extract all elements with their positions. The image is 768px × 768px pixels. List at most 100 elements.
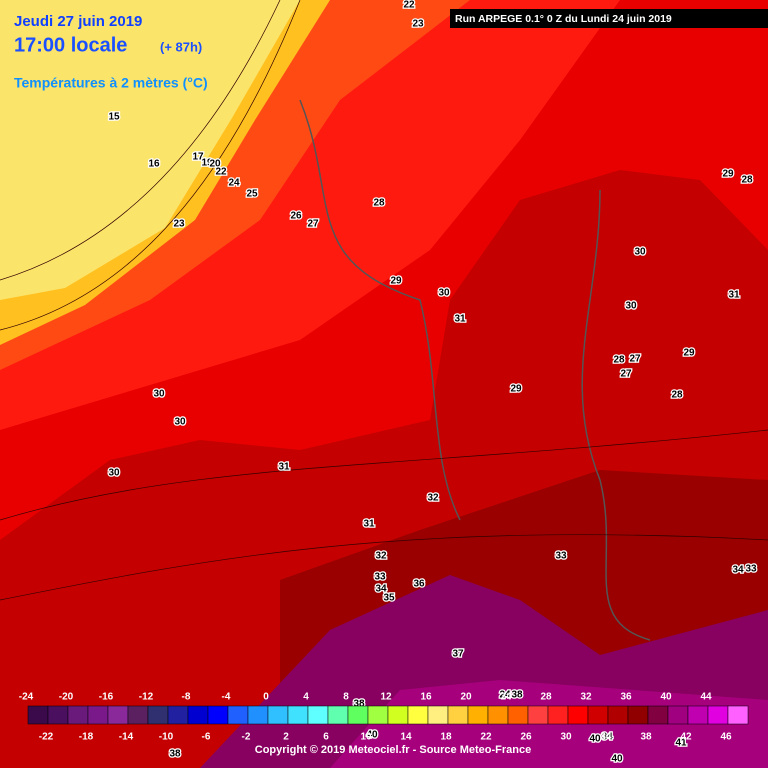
contour-label: 31 bbox=[278, 462, 290, 473]
contour-label: 24 bbox=[499, 690, 511, 701]
contour-label: 40 bbox=[611, 754, 623, 765]
color-swatch bbox=[527, 705, 549, 725]
contour-label: 34 bbox=[732, 565, 744, 576]
contour-label: 36 bbox=[413, 579, 425, 590]
color-swatch bbox=[647, 705, 669, 725]
color-swatch bbox=[147, 705, 169, 725]
contour-label: 31 bbox=[728, 290, 740, 301]
scale-label: 4 bbox=[303, 692, 309, 703]
color-swatch bbox=[287, 705, 309, 725]
scale-label: 20 bbox=[460, 692, 472, 703]
scale-label: 10 bbox=[360, 732, 372, 743]
local-time: 17:00 locale bbox=[14, 34, 127, 56]
scale-label: 18 bbox=[440, 732, 452, 743]
lead-time: (+ 87h) bbox=[160, 39, 202, 54]
color-swatch bbox=[247, 705, 269, 725]
color-swatch bbox=[467, 705, 489, 725]
scale-label: 24 bbox=[500, 692, 512, 703]
contour-label: 30 bbox=[625, 301, 637, 312]
color-swatch bbox=[587, 705, 609, 725]
scale-label: -14 bbox=[119, 732, 134, 743]
contour-label: 37 bbox=[452, 649, 464, 660]
color-swatch bbox=[107, 705, 129, 725]
scale-label: 2 bbox=[283, 732, 289, 743]
run-box bbox=[450, 9, 768, 28]
color-swatch bbox=[267, 705, 289, 725]
scale-label: 8 bbox=[343, 692, 349, 703]
color-swatch bbox=[567, 705, 589, 725]
color-swatch bbox=[547, 705, 569, 725]
contour-label: 15 bbox=[108, 112, 120, 123]
scale-label: 38 bbox=[640, 732, 652, 743]
contour-label: 28 bbox=[671, 390, 683, 401]
scale-label: -8 bbox=[182, 692, 191, 703]
color-swatch bbox=[607, 705, 629, 725]
contour-label: 19 bbox=[201, 158, 213, 169]
scale-label: 36 bbox=[620, 692, 632, 703]
contour-label: 30 bbox=[174, 417, 186, 428]
contour-label: 17 bbox=[192, 152, 204, 163]
contour-label: 34 bbox=[601, 732, 613, 743]
contour-label: 27 bbox=[307, 219, 319, 230]
color-swatch bbox=[707, 705, 729, 725]
scale-label: -12 bbox=[139, 692, 154, 703]
contour-label: 20 bbox=[209, 159, 221, 170]
contour-label: 40 bbox=[366, 730, 378, 741]
color-swatch bbox=[507, 705, 529, 725]
color-scale: -24-22-20-18-16-14-12-10-8-6-4-202468101… bbox=[19, 692, 749, 743]
contour-label: 41 bbox=[675, 738, 687, 749]
contour-label: 28 bbox=[373, 198, 385, 209]
contour-label: 29 bbox=[722, 169, 734, 180]
color-swatch bbox=[427, 705, 449, 725]
contour-label: 29 bbox=[683, 348, 695, 359]
scale-label: -18 bbox=[79, 732, 94, 743]
scale-label: 42 bbox=[680, 732, 692, 743]
scale-label: 32 bbox=[580, 692, 592, 703]
contour-label: 33 bbox=[745, 564, 757, 575]
variable: Températures à 2 mètres (°C) bbox=[14, 75, 208, 91]
contour-label: 38 bbox=[169, 749, 181, 760]
contour-label: 35 bbox=[383, 593, 395, 604]
contour-label: 26 bbox=[290, 211, 302, 222]
color-swatch bbox=[487, 705, 509, 725]
contour-label: 27 bbox=[629, 354, 641, 365]
color-swatch bbox=[727, 705, 749, 725]
scale-label: -16 bbox=[99, 692, 114, 703]
color-swatch bbox=[327, 705, 349, 725]
contour-label: 27 bbox=[620, 369, 632, 380]
color-swatch bbox=[347, 705, 369, 725]
contour-label: 40 bbox=[589, 734, 601, 745]
color-swatch bbox=[67, 705, 89, 725]
contour-label: 33 bbox=[374, 572, 386, 583]
color-swatch bbox=[447, 705, 469, 725]
color-swatch bbox=[127, 705, 149, 725]
color-swatch bbox=[167, 705, 189, 725]
contour-label: 24 bbox=[228, 178, 240, 189]
contour-label: 22 bbox=[403, 0, 415, 11]
scale-label: -6 bbox=[202, 732, 211, 743]
contour-label: 28 bbox=[613, 355, 625, 366]
contour-label: 29 bbox=[510, 384, 522, 395]
color-swatch bbox=[27, 705, 49, 725]
color-swatch bbox=[307, 705, 329, 725]
contour-label: 32 bbox=[427, 493, 439, 504]
color-swatch bbox=[387, 705, 409, 725]
contour-labels: 2223151617192022242523262728293031303031… bbox=[107, 0, 758, 766]
contour-label: 23 bbox=[173, 219, 185, 230]
scale-label: 16 bbox=[420, 692, 432, 703]
contour-label: 31 bbox=[363, 519, 375, 530]
contour-label: 38 bbox=[511, 690, 523, 701]
scale-label: -10 bbox=[159, 732, 174, 743]
scale-label: 46 bbox=[720, 732, 732, 743]
color-swatch bbox=[367, 705, 389, 725]
copyright: Copyright © 2019 Meteociel.fr - Source M… bbox=[255, 744, 531, 756]
contour-label: 23 bbox=[412, 19, 424, 30]
scale-label: -20 bbox=[59, 692, 74, 703]
scale-label: 40 bbox=[660, 692, 672, 703]
scale-label: -2 bbox=[242, 732, 251, 743]
run-info: Run ARPEGE 0.1° 0 Z du Lundi 24 juin 201… bbox=[455, 13, 672, 25]
contour-label: 30 bbox=[634, 247, 646, 258]
contour-label: 34 bbox=[375, 584, 387, 595]
